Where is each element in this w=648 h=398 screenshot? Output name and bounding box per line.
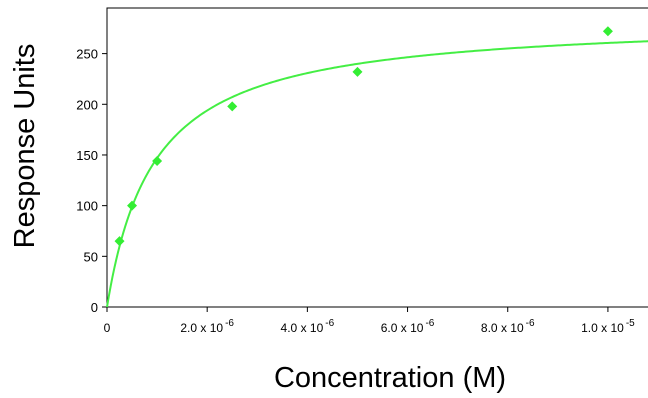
- x-tick-label: 2.0 x 10 -6: [180, 318, 234, 335]
- data-points: [114, 26, 613, 247]
- x-tick-mantissa: 2.0 x 10: [180, 321, 223, 335]
- x-tick-exponent: -6: [225, 318, 234, 329]
- x-axis-title: Concentration (M): [274, 362, 506, 394]
- x-tick-label: 4.0 x 10 -6: [281, 318, 335, 335]
- y-axis-ticks: 0 50 100 150 200 250: [76, 47, 107, 315]
- data-point: [127, 200, 138, 211]
- x-axis-ticks: 0 2.0 x 10 -6 4.0 x 10 -6 6.0 x 10 -6 8.0 x 10-…: [104, 307, 635, 335]
- y-tick-label: 0: [91, 300, 98, 315]
- x-tick-mantissa: 4.0 x 10: [281, 321, 324, 335]
- data-point: [114, 236, 125, 247]
- y-tick-label: 200: [76, 97, 98, 112]
- x-tick-mantissa: 1.0 x 10: [581, 321, 624, 335]
- data-point: [152, 156, 163, 167]
- y-axis-title: Response Units: [9, 44, 41, 249]
- x-tick-exponent: -5: [626, 318, 635, 329]
- x-tick-label: 0: [104, 321, 111, 335]
- x-tick-label: 1.0 x 10 -5: [581, 318, 635, 335]
- x-tick-exponent: -6: [425, 318, 434, 329]
- y-tick-label: 100: [76, 199, 98, 214]
- data-point: [352, 66, 363, 77]
- x-tick-mantissa: 6.0 x 10: [381, 321, 424, 335]
- x-tick-label: 8.0 x 10 -6: [481, 318, 535, 335]
- y-tick-label: 50: [84, 249, 98, 264]
- x-tick-exponent: -6: [325, 318, 334, 329]
- plot-frame: [106, 7, 648, 308]
- x-tick-mantissa: 8.0 x 10: [481, 321, 524, 335]
- fit-curve: [106, 40, 648, 308]
- y-tick-label: 250: [76, 47, 98, 62]
- x-tick-exponent: -6: [526, 318, 535, 329]
- y-tick-label: 150: [76, 148, 98, 163]
- data-point: [227, 101, 238, 112]
- x-tick-mantissa: 0: [104, 321, 111, 335]
- data-point: [602, 26, 613, 37]
- x-tick-label: 6.0 x 10 -6: [381, 318, 435, 335]
